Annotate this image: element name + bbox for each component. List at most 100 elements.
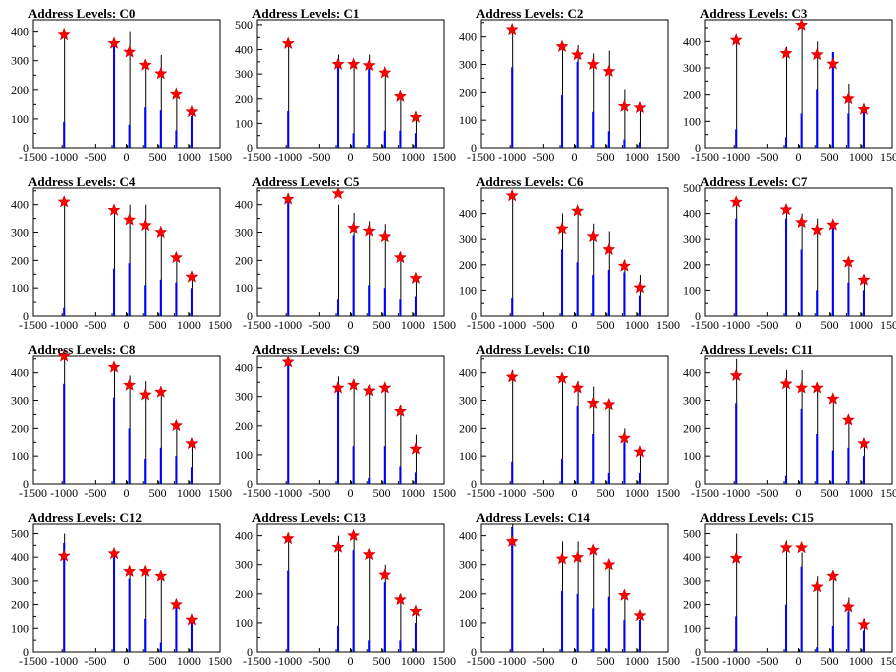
x-tick-label: -1000 bbox=[498, 486, 526, 500]
histogram-bar bbox=[190, 116, 193, 148]
histogram-bar bbox=[735, 129, 738, 148]
histogram-bar bbox=[816, 89, 819, 148]
level-marker bbox=[347, 378, 361, 391]
y-tick-label: 100 bbox=[459, 616, 477, 630]
x-tick-label: -1000 bbox=[498, 150, 526, 164]
x-tick-label: -500 bbox=[84, 318, 106, 332]
histogram-bar bbox=[623, 139, 626, 148]
level-marker bbox=[779, 540, 793, 554]
histogram-bar bbox=[800, 249, 803, 316]
histogram-panel: 0 100 200 300 400 -1500-1000 -500 0 500 1000 1500 A… bbox=[448, 336, 680, 504]
y-tick-label: 200 bbox=[683, 421, 701, 435]
level-marker bbox=[571, 381, 585, 394]
y-tick-label: 0 bbox=[23, 477, 29, 491]
histogram-bar bbox=[337, 382, 340, 484]
chart-title: Address Levels: C15 bbox=[700, 510, 814, 525]
histogram-panel: 0 100 200 300 400 -1500-1000 -500 0 500 1000 1500 A… bbox=[0, 168, 232, 336]
histogram-bar bbox=[352, 133, 355, 148]
histogram-bar bbox=[576, 406, 579, 484]
x-tick-label: 0 bbox=[348, 654, 354, 668]
histogram-bar bbox=[128, 428, 131, 484]
y-tick-label: 400 bbox=[683, 550, 701, 564]
histogram-plot: 0 100 200 300 400 -1500-1000 -500 0 500 1000 1500 bbox=[683, 18, 896, 164]
x-tick-label: -500 bbox=[756, 654, 778, 668]
level-marker bbox=[779, 377, 793, 390]
level-marker bbox=[154, 385, 168, 398]
x-tick-label: -500 bbox=[532, 486, 554, 500]
x-tick-label: -1500 bbox=[691, 318, 719, 332]
histogram-bar bbox=[561, 590, 564, 652]
histogram-bar bbox=[785, 604, 788, 652]
x-tick-label: -500 bbox=[84, 150, 106, 164]
y-tick-label: 100 bbox=[683, 621, 701, 635]
histogram-plot: 0 100 200 300 400 -1500-1000 -500 0 500 1000 1500 bbox=[459, 355, 680, 500]
level-marker bbox=[123, 45, 137, 58]
x-tick-label: -1500 bbox=[243, 318, 271, 332]
chart-title: Address Levels: C14 bbox=[476, 510, 590, 525]
x-tick-label: 500 bbox=[373, 150, 391, 164]
level-marker bbox=[123, 564, 137, 577]
y-tick-label: 200 bbox=[683, 258, 701, 272]
x-tick-label: -500 bbox=[84, 654, 106, 668]
x-tick-label: -1500 bbox=[243, 486, 271, 500]
histogram-plot: 0 100 200 300 400 -1500-1000 -500 0 500 1000 1500 bbox=[459, 523, 680, 668]
histogram-bar bbox=[623, 272, 626, 316]
histogram-bar bbox=[735, 403, 738, 484]
x-tick-label: 1500 bbox=[880, 486, 896, 500]
histogram-bar bbox=[337, 66, 340, 148]
histogram-bar bbox=[399, 299, 402, 316]
x-tick-label: -1500 bbox=[467, 318, 495, 332]
histogram-bar bbox=[352, 446, 355, 484]
y-tick-label: 300 bbox=[11, 54, 29, 68]
x-tick-label: 500 bbox=[149, 150, 167, 164]
histogram-bar bbox=[144, 285, 147, 316]
y-tick-label: 400 bbox=[235, 529, 253, 543]
x-tick-label: 1500 bbox=[880, 318, 896, 332]
x-tick-label: 1500 bbox=[432, 486, 456, 500]
histogram-plot: 0 100 200 300 400 -1500-1000 -500 0 500 1000 1500 bbox=[235, 186, 456, 332]
histogram-bar bbox=[337, 625, 340, 652]
y-tick-label: 200 bbox=[11, 253, 29, 267]
x-tick-label: 0 bbox=[124, 150, 130, 164]
y-tick-label: 500 bbox=[235, 18, 253, 32]
y-tick-label: 100 bbox=[235, 281, 253, 295]
histogram-bar bbox=[159, 279, 162, 316]
x-tick-label: -1000 bbox=[50, 486, 78, 500]
histogram-panel: 0 100 200 300 400 -1500-1000 -500 0 500 1000 1500 A… bbox=[0, 336, 232, 504]
y-tick-label: 300 bbox=[459, 558, 477, 572]
y-tick-label: 200 bbox=[683, 88, 701, 102]
y-tick-label: 400 bbox=[459, 366, 477, 380]
x-tick-label: -1000 bbox=[274, 486, 302, 500]
y-tick-label: 0 bbox=[247, 477, 253, 491]
x-tick-label: 500 bbox=[597, 150, 615, 164]
x-tick-label: 0 bbox=[572, 150, 578, 164]
histogram-bar bbox=[190, 467, 193, 484]
chart-title: Address Levels: C13 bbox=[252, 510, 366, 525]
y-tick-label: 500 bbox=[11, 526, 29, 540]
histogram-bar bbox=[638, 142, 641, 148]
level-marker bbox=[633, 608, 647, 622]
histogram-bar bbox=[511, 526, 514, 652]
level-marker bbox=[393, 89, 407, 102]
level-marker bbox=[138, 564, 152, 577]
level-marker bbox=[185, 270, 199, 283]
x-tick-label: 1500 bbox=[432, 150, 456, 164]
level-marker bbox=[826, 392, 840, 405]
histogram-bar bbox=[368, 478, 371, 484]
x-tick-label: 1000 bbox=[177, 318, 201, 332]
x-tick-label: -1500 bbox=[467, 486, 495, 500]
level-marker bbox=[505, 534, 519, 547]
histogram-bar bbox=[414, 296, 417, 316]
histogram-bar bbox=[399, 466, 402, 484]
level-marker bbox=[555, 222, 569, 235]
histogram-bar bbox=[368, 69, 371, 148]
level-marker bbox=[123, 378, 137, 391]
x-tick-label: -500 bbox=[756, 486, 778, 500]
y-tick-label: 300 bbox=[683, 574, 701, 588]
histogram-bar bbox=[607, 131, 610, 148]
level-marker bbox=[107, 36, 121, 49]
level-marker bbox=[505, 188, 519, 202]
level-marker bbox=[409, 442, 423, 455]
x-tick-label: -1000 bbox=[722, 486, 750, 500]
level-marker bbox=[617, 259, 631, 272]
